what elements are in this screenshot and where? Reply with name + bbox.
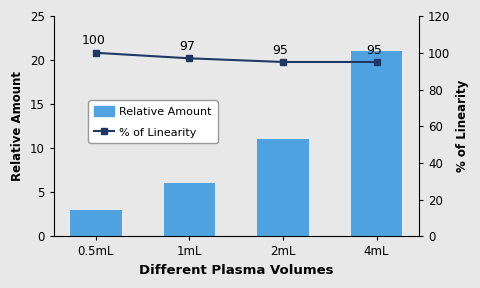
Text: 100: 100 bbox=[81, 35, 105, 48]
% of Linearity bbox=[93, 51, 99, 54]
Bar bbox=[164, 183, 215, 236]
Bar bbox=[351, 51, 402, 236]
Bar bbox=[257, 139, 309, 236]
Text: 95: 95 bbox=[366, 44, 382, 57]
% of Linearity bbox=[280, 60, 286, 64]
% of Linearity bbox=[374, 60, 380, 64]
Bar bbox=[70, 210, 121, 236]
Text: 97: 97 bbox=[179, 40, 194, 53]
X-axis label: Different Plasma Volumes: Different Plasma Volumes bbox=[139, 264, 334, 277]
Text: 95: 95 bbox=[272, 44, 288, 57]
Legend: Relative Amount, % of Linearity: Relative Amount, % of Linearity bbox=[88, 101, 217, 143]
Y-axis label: % of Linearity: % of Linearity bbox=[456, 80, 469, 172]
Line: % of Linearity: % of Linearity bbox=[93, 49, 380, 65]
Y-axis label: Relative Amount: Relative Amount bbox=[11, 71, 24, 181]
% of Linearity bbox=[187, 56, 192, 60]
